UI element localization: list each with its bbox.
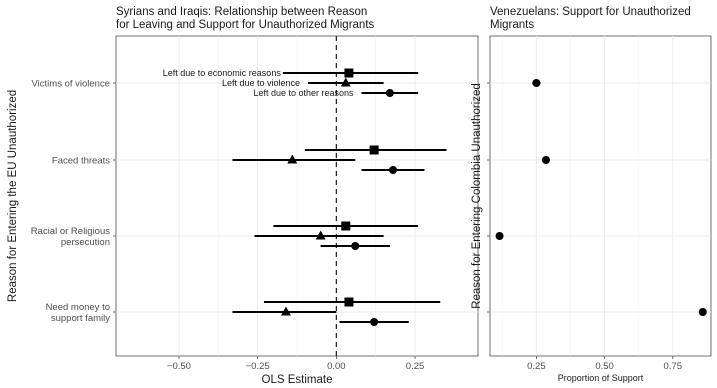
- right-title-line-2: Migrants: [490, 19, 534, 31]
- left-title-line-2: for Leaving and Support for Unauthorized…: [116, 19, 375, 31]
- category-label: Victims of violence: [32, 79, 111, 90]
- left-x-axis-title: OLS Estimate: [262, 374, 333, 386]
- left-y-tick-labels: Victims of violence Faced threats Racial o…: [31, 79, 116, 324]
- circle-marker: [351, 242, 360, 250]
- right-x-tick-labels: 0.25 0.50 0.75: [527, 356, 682, 372]
- category-label: Need money to support family: [46, 302, 111, 324]
- series-label: Left due to violence: [222, 78, 300, 88]
- square-marker: [344, 297, 354, 307]
- right-x-axis-title: Proportion of Support: [558, 373, 644, 383]
- triangle-marker: [315, 230, 326, 240]
- right-x-tick-label: 0.75: [664, 361, 683, 372]
- x-tick-label: −0.50: [167, 361, 191, 372]
- x-tick-label: 0.25: [406, 361, 425, 372]
- right-marks: [487, 79, 707, 316]
- triangle-marker: [280, 306, 291, 316]
- left-marks: [232, 68, 447, 326]
- square-marker: [341, 221, 351, 231]
- right-gridlines: [490, 36, 711, 356]
- category-label: Racial or Religious persecution: [31, 226, 110, 248]
- circle-marker: [370, 318, 379, 326]
- right-title-line-1: Venezuelans: Support for Unauthorized: [490, 6, 691, 18]
- square-marker: [369, 145, 379, 155]
- right-x-tick-label: 0.50: [595, 361, 614, 372]
- triangle-marker: [287, 154, 298, 164]
- left-title-line-1: Syrians and Iraqis: Relationship between…: [116, 6, 367, 18]
- circle-marker: [385, 89, 394, 97]
- left-panel: Victims of violence Faced threats Racial o…: [7, 6, 479, 386]
- right-point: [532, 79, 541, 87]
- left-x-tick-labels: −0.50 −0.25 0.00 0.25: [167, 356, 424, 372]
- triangle-marker: [340, 77, 351, 87]
- x-tick-label: −0.25: [246, 361, 270, 372]
- right-y-axis-title: Reason for Entering Colombia Unauthorize…: [471, 83, 483, 309]
- x-tick-label: 0.00: [327, 361, 346, 372]
- category-label: Faced threats: [52, 156, 110, 167]
- series-label: Left due to economic reasons: [163, 68, 282, 78]
- right-point: [698, 308, 707, 316]
- series-label: Left due to other reasons: [253, 88, 354, 98]
- right-plot-area: [489, 35, 712, 357]
- square-marker: [344, 68, 354, 78]
- right-x-tick-label: 0.25: [527, 361, 546, 372]
- right-point: [541, 156, 550, 164]
- right-panel: 0.25 0.50 0.75 Venezuelans: Support for Un…: [471, 6, 712, 383]
- circle-marker: [389, 166, 398, 174]
- left-y-axis-title: Reason for Entering the EU Unauthorized: [7, 90, 19, 302]
- right-point: [495, 232, 504, 240]
